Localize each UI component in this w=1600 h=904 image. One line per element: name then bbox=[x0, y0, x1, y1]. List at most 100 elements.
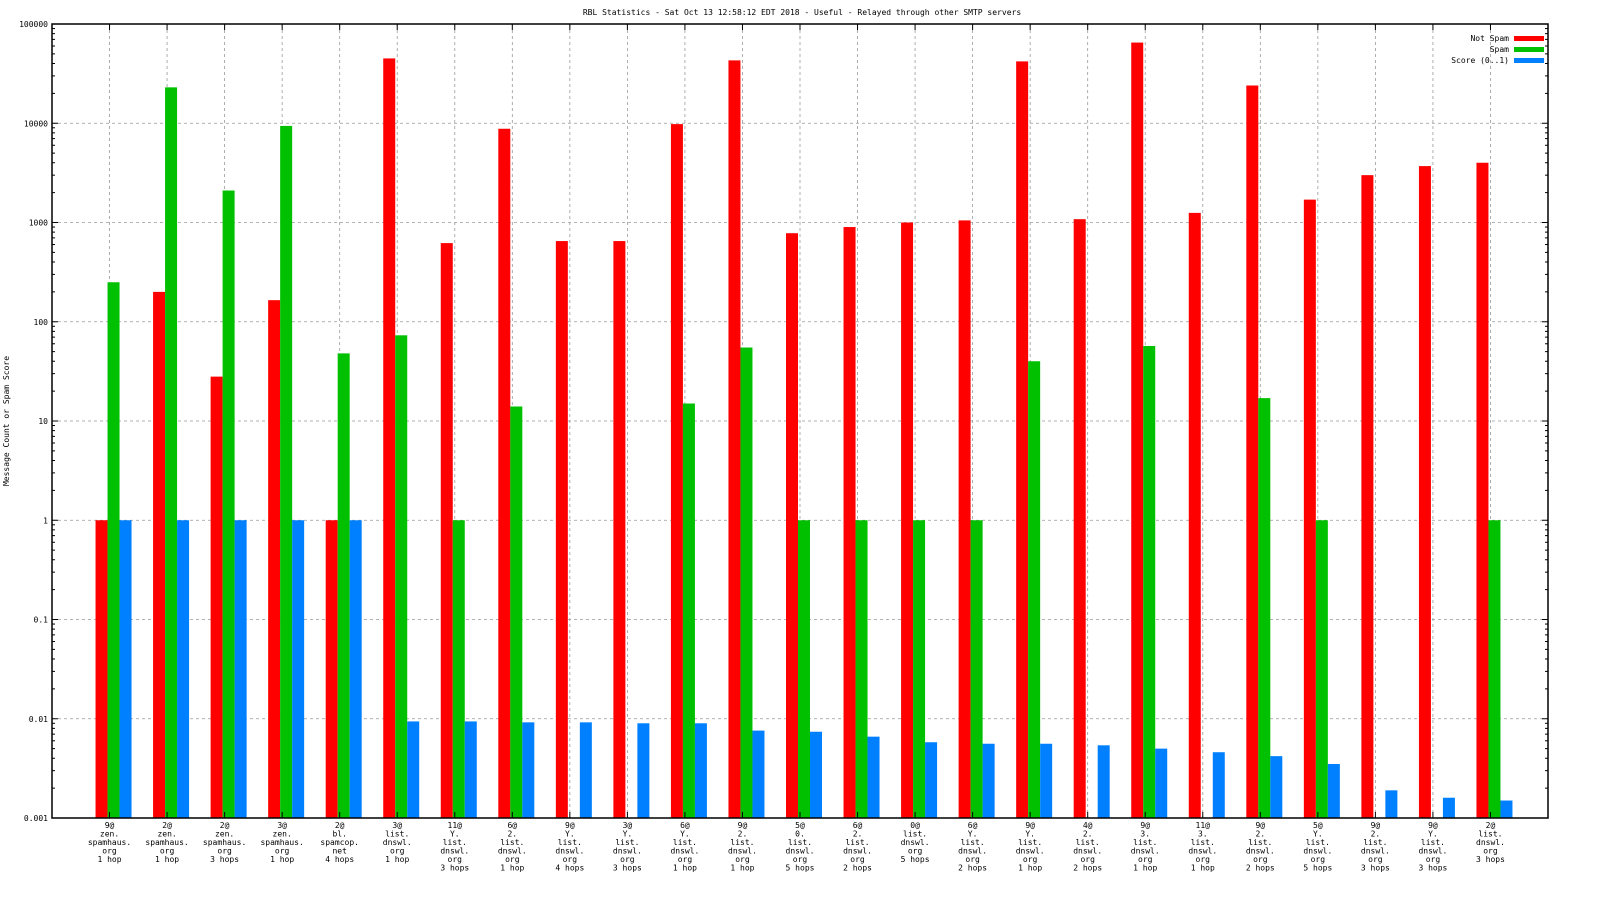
x-tick-label-line: 9@ bbox=[1255, 821, 1265, 830]
x-tick-label-line: 1 hop bbox=[270, 855, 294, 864]
bar-score- bbox=[982, 743, 995, 818]
x-tick-label-line: list. bbox=[1248, 838, 1272, 847]
x-tick-label-line: 3 hops bbox=[1361, 864, 1390, 873]
x-tick-label: 9@ Y. list. dnswl. org 1 hop bbox=[1016, 821, 1045, 873]
x-tick-label-line: org bbox=[1138, 855, 1153, 864]
x-tick-label-line: dnswl. bbox=[901, 838, 930, 847]
x-tick-label: 9@ 2. list. dnswl. org 1 hop bbox=[728, 821, 757, 873]
bar-not-spam bbox=[268, 300, 281, 819]
x-tick-label-line: 2. bbox=[1371, 830, 1381, 839]
x-tick-label-line: dnswl. bbox=[613, 847, 642, 856]
x-tick-label-line: dnswl. bbox=[1131, 847, 1160, 856]
x-tick-label: 5@ 0. list. dnswl. org 5 hops bbox=[786, 821, 815, 873]
x-tick-label-line: org bbox=[1196, 855, 1211, 864]
y-tick-label: 0.1 bbox=[34, 616, 49, 625]
x-tick-label: 6@ 2. list. dnswl. org 2 hops bbox=[843, 821, 872, 873]
x-tick-label: 11@ Y. list. dnswl. org 3 hops bbox=[440, 821, 469, 873]
x-tick-label: 2@ bl. spamcop. net 4 hops bbox=[320, 821, 359, 864]
y-tick-label: 10000 bbox=[24, 119, 48, 128]
x-tick-label-line: org bbox=[448, 855, 463, 864]
bar-not-spam bbox=[1361, 175, 1374, 818]
x-tick-label-line: 5 hops bbox=[786, 864, 815, 873]
bar-score- bbox=[637, 723, 650, 818]
x-tick-label-line: Y. bbox=[565, 830, 575, 839]
x-tick-label-line: Y. bbox=[1428, 830, 1438, 839]
bar-spam bbox=[222, 190, 235, 819]
x-tick-label-line: 2. bbox=[507, 830, 517, 839]
bar-score- bbox=[1327, 764, 1340, 818]
x-tick-label-line: 2 hops bbox=[843, 864, 872, 873]
x-tick-label: 9@ Y. list. dnswl. org 3 hops bbox=[1418, 821, 1447, 873]
x-tick-label-line: list. bbox=[1478, 830, 1502, 839]
bar-not-spam bbox=[786, 233, 798, 819]
x-tick-label-line: dnswl. bbox=[1188, 847, 1217, 856]
x-tick-label-line: 9@ bbox=[1371, 821, 1381, 830]
x-tick-label-line: list. bbox=[1191, 838, 1215, 847]
bar-score- bbox=[464, 721, 477, 818]
x-tick-label-line: org bbox=[1483, 847, 1498, 856]
bar-score- bbox=[1097, 745, 1110, 818]
x-tick-label-line: 5@ bbox=[795, 821, 805, 830]
x-tick-label-line: 3 hops bbox=[613, 864, 642, 873]
x-tick-label-line: 3 hops bbox=[210, 855, 239, 864]
x-tick-label-line: 2 hops bbox=[1246, 864, 1275, 873]
x-tick-label-line: list. bbox=[845, 838, 869, 847]
bar-score- bbox=[1442, 797, 1455, 818]
bar-not-spam bbox=[1303, 199, 1316, 819]
x-tick-label-line: spamhaus. bbox=[203, 838, 246, 847]
x-tick-label-line: 6@ bbox=[968, 821, 978, 830]
bar-score- bbox=[925, 742, 938, 818]
y-axis-label: Message Count or Spam Score bbox=[2, 356, 11, 486]
x-tick-label: 0@ list. dnswl. org 5 hops bbox=[901, 821, 930, 864]
x-tick-label-line: dnswl. bbox=[1418, 847, 1447, 856]
x-tick-label-line: dnswl. bbox=[1476, 838, 1505, 847]
bar-not-spam bbox=[498, 128, 511, 818]
x-tick-label-line: list. bbox=[385, 830, 409, 839]
x-tick-label: 4@ 2. list. dnswl. org 2 hops bbox=[1073, 821, 1102, 873]
bar-score- bbox=[522, 722, 535, 818]
x-tick-label-line: 6@ bbox=[680, 821, 690, 830]
x-tick-label-line: org bbox=[850, 855, 865, 864]
bar-spam bbox=[1143, 345, 1156, 818]
bar-spam bbox=[682, 403, 695, 818]
x-tick-label-line: 0@ bbox=[910, 821, 920, 830]
x-tick-label-line: org bbox=[102, 847, 117, 856]
bar-score- bbox=[1270, 756, 1283, 818]
x-tick-label-line: list. bbox=[673, 838, 697, 847]
bar-score- bbox=[349, 520, 362, 818]
x-tick-label-line: org bbox=[620, 855, 635, 864]
x-tick-label-line: org bbox=[908, 847, 923, 856]
x-tick-label-line: list. bbox=[1306, 838, 1330, 847]
x-tick-label-line: org bbox=[390, 847, 405, 856]
bar-spam bbox=[510, 406, 523, 818]
bar-not-spam bbox=[440, 243, 453, 819]
bar-score- bbox=[694, 723, 707, 818]
bar-spam bbox=[740, 347, 753, 818]
bar-score- bbox=[867, 736, 880, 818]
x-tick-label-line: list. bbox=[500, 838, 524, 847]
x-tick-label-line: 1 hop bbox=[1133, 864, 1157, 873]
x-tick-label-line: 2@ bbox=[1486, 821, 1496, 830]
bar-not-spam bbox=[901, 222, 914, 818]
x-tick-label-line: zen. bbox=[273, 830, 292, 839]
x-tick-label-line: Y. bbox=[968, 830, 978, 839]
bar-score- bbox=[1385, 790, 1398, 818]
bar-not-spam bbox=[210, 376, 223, 818]
x-tick-label-line: dnswl. bbox=[1016, 847, 1045, 856]
x-tick-label-line: Y. bbox=[623, 830, 633, 839]
x-tick-label: 9@ 2. list. dnswl. org 2 hops bbox=[1246, 821, 1275, 873]
x-tick-label-line: list. bbox=[730, 838, 754, 847]
x-tick-label: 3@ zen. spamhaus. org 1 hop bbox=[260, 821, 303, 864]
x-tick-label-line: org bbox=[1253, 855, 1268, 864]
x-tick-label-line: 3. bbox=[1140, 830, 1150, 839]
x-tick-label: 2@ zen. spamhaus. org 3 hops bbox=[203, 821, 246, 864]
x-tick-label: 9@ zen. spamhaus. org 1 hop bbox=[88, 821, 131, 864]
legend-label: Spam bbox=[1490, 45, 1509, 54]
bar-not-spam bbox=[1073, 219, 1086, 819]
y-tick-label: 100 bbox=[34, 318, 49, 327]
x-tick-label-line: dnswl. bbox=[786, 847, 815, 856]
x-tick-label-line: org bbox=[1311, 855, 1326, 864]
x-tick-label-line: 3. bbox=[1198, 830, 1208, 839]
y-tick-label: 100000 bbox=[19, 20, 48, 29]
